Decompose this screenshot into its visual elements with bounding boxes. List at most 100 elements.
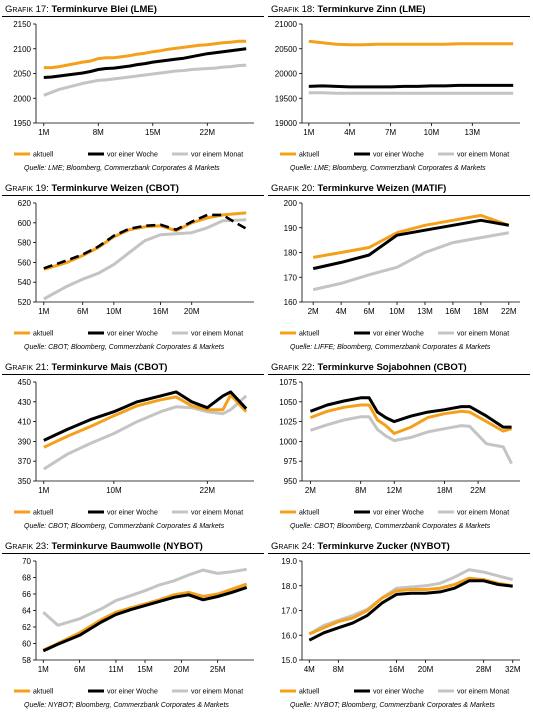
- legend-label: vor einem Monat: [191, 331, 243, 338]
- x-tick-label: 13M: [417, 307, 433, 316]
- y-tick-label: 68: [22, 574, 31, 583]
- x-tick-label: 16M: [153, 307, 169, 316]
- y-tick-label: 350: [18, 477, 32, 486]
- chart-number: Grafik 19:: [5, 183, 49, 194]
- title-rule: [268, 374, 530, 375]
- y-tick-label: 21000: [275, 20, 298, 29]
- x-tick-label: 1M: [38, 307, 49, 316]
- legend-label: aktuell: [299, 331, 320, 338]
- chart-number: Grafik 21:: [5, 362, 49, 373]
- chart-source: Quelle: CBOT; Bloomberg, Commerzbank Cor…: [24, 344, 225, 351]
- chart-title: Grafik 19: Terminkurve Weizen (CBOT): [5, 183, 179, 194]
- legend-label: vor einer Woche: [373, 152, 424, 159]
- series-line-aktuell: [309, 403, 513, 435]
- y-tick-label: 580: [18, 239, 32, 248]
- x-tick-label: 32M: [505, 665, 521, 674]
- x-tick-label: 22M: [470, 486, 486, 495]
- legend-label: aktuell: [33, 331, 54, 338]
- y-tick-label: 430: [18, 398, 32, 407]
- chart-title: Grafik 17: Terminkurve Blei (LME): [5, 4, 157, 15]
- y-tick-label: 600: [18, 219, 32, 228]
- y-tick-label: 180: [284, 249, 298, 258]
- y-tick-label: 1050: [279, 398, 297, 407]
- y-tick-label: 520: [18, 298, 32, 307]
- legend-label: aktuell: [33, 152, 54, 159]
- y-tick-label: 160: [284, 298, 298, 307]
- chart-title: Grafik 23: Terminkurve Baumwolle (NYBOT): [5, 541, 203, 552]
- legend-label: vor einem Monat: [191, 689, 243, 696]
- legend-label: vor einem Monat: [457, 331, 509, 338]
- chart-source: Quelle: NYBOT; Bloomberg, Commerzbank Co…: [24, 702, 229, 709]
- legend-label: vor einem Monat: [457, 689, 509, 696]
- y-tick-label: 950: [284, 477, 298, 486]
- chart-title-text: Terminkurve Mais (CBOT): [51, 362, 168, 373]
- series-line-vor-monat: [309, 415, 513, 465]
- chart-source: Quelle: CBOT; Bloomberg, Commerzbank Cor…: [24, 523, 225, 530]
- y-tick-label: 560: [18, 258, 32, 267]
- x-tick-label: 15M: [145, 128, 161, 137]
- x-tick-label: 25M: [210, 665, 226, 674]
- chart-panel-24: Grafik 24: Terminkurve Zucker (NYBOT) 15.…: [268, 539, 530, 717]
- y-tick-label: 1075: [279, 378, 297, 387]
- series-line-vor-woche: [308, 579, 513, 642]
- line-chart: 19000 19500 20000 20500 21000 1M 4M 7M 10M 13M akt…: [275, 20, 520, 159]
- x-tick-label: 22M: [501, 307, 517, 316]
- legend-label: aktuell: [299, 510, 320, 517]
- y-tick-label: 19500: [275, 94, 298, 103]
- line-chart: 1950 2000 2050 2100 2150 1M 8M 15M 22M aktuell vor…: [13, 20, 254, 159]
- x-tick-label: 20M: [418, 665, 434, 674]
- series-line-aktuell: [308, 39, 514, 47]
- y-tick-label: 1950: [13, 119, 31, 128]
- chart-number: Grafik 24:: [271, 541, 315, 552]
- x-tick-label: 28M: [476, 665, 492, 674]
- chart-title: Grafik 18: Terminkurve Zinn (LME): [271, 4, 426, 15]
- title-rule: [268, 553, 530, 554]
- chart-source: Quelle: NYBOT; Bloomberg, Commerzbank Co…: [290, 702, 495, 709]
- line-chart: 950 975 1000 1025 1050 1075 2M 8M 12M 18M 22M aktue…: [279, 378, 520, 517]
- y-tick-label: 2000: [13, 94, 31, 103]
- chart-title: Grafik 20: Terminkurve Weizen (MATIF): [271, 183, 446, 194]
- chart-number: Grafik 18:: [271, 4, 315, 15]
- x-tick-label: 6M: [364, 307, 375, 316]
- legend-label: aktuell: [299, 152, 320, 159]
- series-line-vor-woche: [309, 396, 512, 429]
- chart-panel-20: Grafik 20: Terminkurve Weizen (MATIF) 160…: [268, 181, 530, 359]
- series-line-vor-monat: [42, 567, 247, 627]
- x-tick-label: 18M: [437, 486, 453, 495]
- y-tick-label: 62: [22, 623, 31, 632]
- series-line-vor-woche: [43, 47, 247, 79]
- chart-title-text: Terminkurve Baumwolle (NYBOT): [51, 541, 203, 552]
- y-tick-label: 20000: [275, 70, 298, 79]
- chart-panel-22: Grafik 22: Terminkurve Sojabohnen (CBOT)…: [268, 360, 530, 538]
- series-line-vor-monat: [43, 63, 247, 97]
- legend-label: aktuell: [33, 689, 54, 696]
- y-tick-label: 15.0: [281, 656, 297, 665]
- y-tick-label: 18.0: [281, 582, 297, 591]
- x-tick-label: 4M: [344, 128, 355, 137]
- x-tick-label: 2M: [305, 486, 316, 495]
- y-tick-label: 19.0: [281, 557, 297, 566]
- chart-title-text: Terminkurve Zucker (NYBOT): [317, 541, 450, 552]
- y-tick-label: 64: [22, 607, 31, 616]
- y-tick-label: 2050: [13, 70, 31, 79]
- x-tick-label: 12M: [386, 486, 402, 495]
- x-tick-label: 20M: [184, 307, 200, 316]
- y-tick-label: 19000: [275, 119, 298, 128]
- legend-label: aktuell: [299, 689, 320, 696]
- legend-label: vor einem Monat: [191, 152, 243, 159]
- y-tick-label: 1025: [279, 418, 297, 427]
- series-line-vor-monat: [308, 568, 514, 636]
- series-line-vor-woche: [312, 218, 510, 271]
- legend-label: vor einer Woche: [107, 689, 158, 696]
- chart-panel-19: Grafik 19: Terminkurve Weizen (CBOT) 520 5…: [2, 181, 264, 359]
- x-tick-label: 16M: [389, 665, 405, 674]
- series-line-vor-monat: [42, 394, 248, 471]
- series-line-aktuell: [43, 211, 247, 271]
- y-tick-label: 975: [284, 457, 298, 466]
- line-chart: 58 60 62 64 66 68 70 1M 6M 11M 15M 20M 25M aktuell vor…: [14, 557, 254, 696]
- y-tick-label: 410: [18, 418, 32, 427]
- series-line-vor-woche: [43, 213, 247, 270]
- x-tick-label: 6M: [74, 665, 85, 674]
- chart-panel-23: Grafik 23: Terminkurve Baumwolle (NYBOT)…: [2, 539, 264, 717]
- x-tick-label: 22M: [200, 486, 216, 495]
